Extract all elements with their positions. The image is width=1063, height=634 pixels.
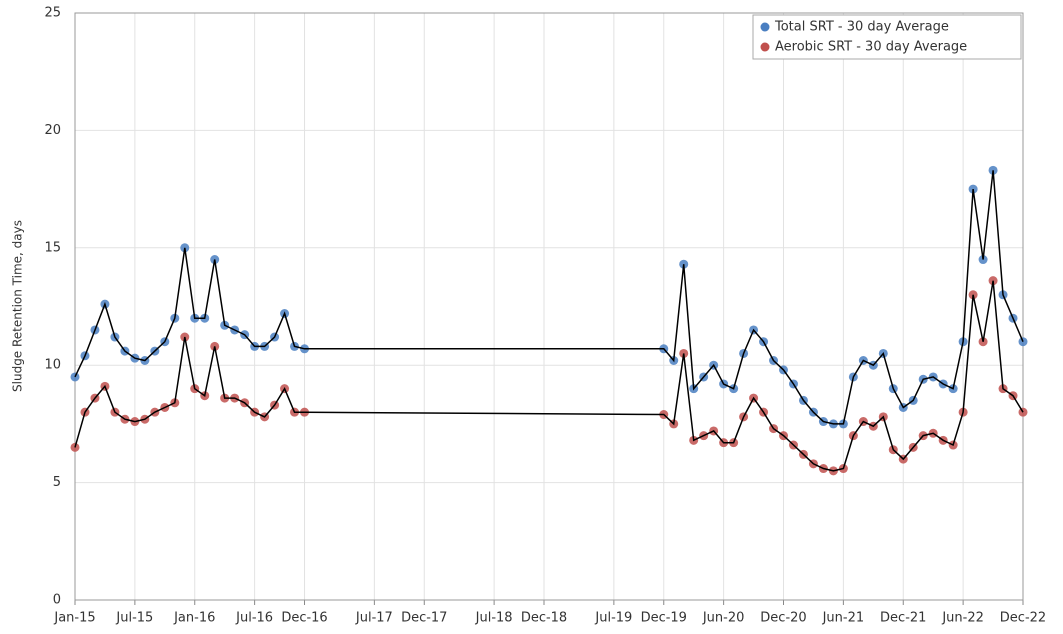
x-tick-label: Dec-20 [760,611,806,626]
series-line [74,170,1024,425]
data-point [1018,337,1028,347]
y-tick-label: 5 [53,475,61,490]
legend-label: Total SRT - 30 day Average [774,20,949,35]
series-line [74,280,1024,472]
x-tick-label: Jul-15 [115,611,153,626]
x-tick-label: Jun-22 [941,611,984,626]
x-tick-label: Jul-18 [475,611,513,626]
plot-frame [74,12,1024,601]
x-tick-label: Jun-21 [822,611,865,626]
x-tick-label: Jul-16 [235,611,273,626]
data-point [70,372,80,382]
x-tick-label: Jan-15 [53,611,95,626]
x-tick-label: Jul-19 [594,611,632,626]
x-tick-label: Dec-22 [1000,611,1046,626]
legend-marker [760,22,770,32]
legend-marker [760,42,770,52]
legend-box [752,14,1022,60]
x-tick-label: Jan-16 [173,611,215,626]
y-tick-label: 0 [53,593,61,608]
y-tick-label: 20 [44,123,61,138]
y-tick-label: 10 [44,358,61,373]
x-tick-label: Dec-19 [641,611,687,626]
legend-label: Aerobic SRT - 30 day Average [775,40,967,55]
x-tick-label: Jun-20 [702,611,745,626]
y-tick-label: 25 [44,6,61,21]
x-tick-label: Dec-16 [281,611,327,626]
x-tick-label: Jul-17 [355,611,393,626]
x-tick-label: Dec-18 [521,611,567,626]
y-axis-label: Sludge Retention Time, days [11,220,25,392]
x-tick-label: Dec-17 [401,611,447,626]
y-tick-label: 15 [44,240,61,255]
x-tick-label: Dec-21 [880,611,926,626]
